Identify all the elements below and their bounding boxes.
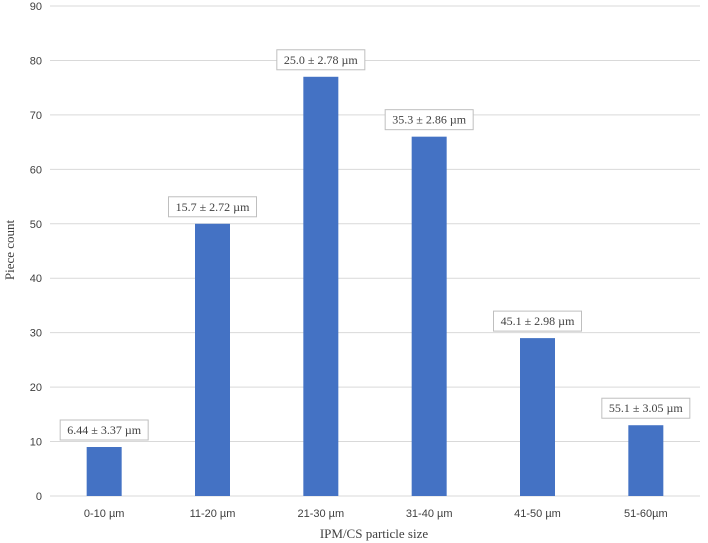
x-tick-label: 31-40 µm xyxy=(406,508,453,520)
bar xyxy=(195,223,230,496)
x-axis-tick-labels: 0-10 µm 11-20 µm 21-30 µm 31-40 µm 41-50 µm 5… xyxy=(84,508,668,520)
data-label-text: 15.7 ± 2.72 µm xyxy=(176,200,251,214)
y-axis-title: Piece count xyxy=(2,219,17,280)
y-tick-label: 50 xyxy=(30,219,42,231)
y-axis-tick-labels: 0 10 20 30 40 50 60 70 80 90 xyxy=(30,1,42,503)
y-tick-label: 80 xyxy=(30,55,42,67)
data-label: 25.0 ± 2.78 µm xyxy=(276,49,366,71)
data-label-text: 55.1 ± 3.05 µm xyxy=(609,401,684,415)
x-tick-label: 41-50 µm xyxy=(514,508,561,520)
data-label-text: 35.3 ± 2.86 µm xyxy=(392,113,467,127)
data-label-box xyxy=(384,109,474,131)
x-axis-title: IPM/CS particle size xyxy=(320,526,429,541)
data-label-box xyxy=(59,419,149,441)
data-label: 35.3 ± 2.86 µm xyxy=(384,109,474,131)
bar xyxy=(303,76,339,497)
data-label: 45.1 ± 2.98 µm xyxy=(493,310,582,332)
data-label-box xyxy=(493,310,582,332)
bar xyxy=(411,136,447,496)
data-label: 15.7 ± 2.72 µm xyxy=(168,196,257,218)
data-label: 6.44 ± 3.37 µm xyxy=(59,419,149,441)
bar xyxy=(628,425,664,496)
y-tick-label: 30 xyxy=(30,328,42,340)
y-tick-label: 40 xyxy=(30,273,42,285)
y-tick-label: 60 xyxy=(30,164,42,176)
y-tick-label: 70 xyxy=(30,110,42,122)
data-label-text: 25.0 ± 2.78 µm xyxy=(284,53,359,67)
data-label-box xyxy=(276,49,366,71)
x-tick-label: 0-10 µm xyxy=(84,508,125,520)
y-tick-label: 90 xyxy=(30,1,42,13)
x-tick-label: 11-20 µm xyxy=(190,508,236,520)
bar xyxy=(520,338,555,496)
y-tick-label: 20 xyxy=(30,382,42,394)
data-label-text: 6.44 ± 3.37 µm xyxy=(67,423,142,437)
x-tick-label: 21-30 µm xyxy=(297,508,344,520)
data-labels: 6.44 ± 3.37 µm 15.7 ± 2.72 µm 25.0 ± 2.78 … xyxy=(59,49,691,441)
data-label-text: 45.1 ± 2.98 µm xyxy=(501,314,576,328)
y-tick-label: 0 xyxy=(36,491,42,503)
data-label: 55.1 ± 3.05 µm xyxy=(601,397,691,419)
gridlines xyxy=(50,5,700,497)
x-tick-label: 51-60µm xyxy=(624,508,668,520)
data-label-box xyxy=(601,397,691,419)
bar xyxy=(86,447,122,496)
y-tick-label: 10 xyxy=(30,437,42,449)
bars xyxy=(86,76,664,497)
data-label-box xyxy=(168,196,257,218)
